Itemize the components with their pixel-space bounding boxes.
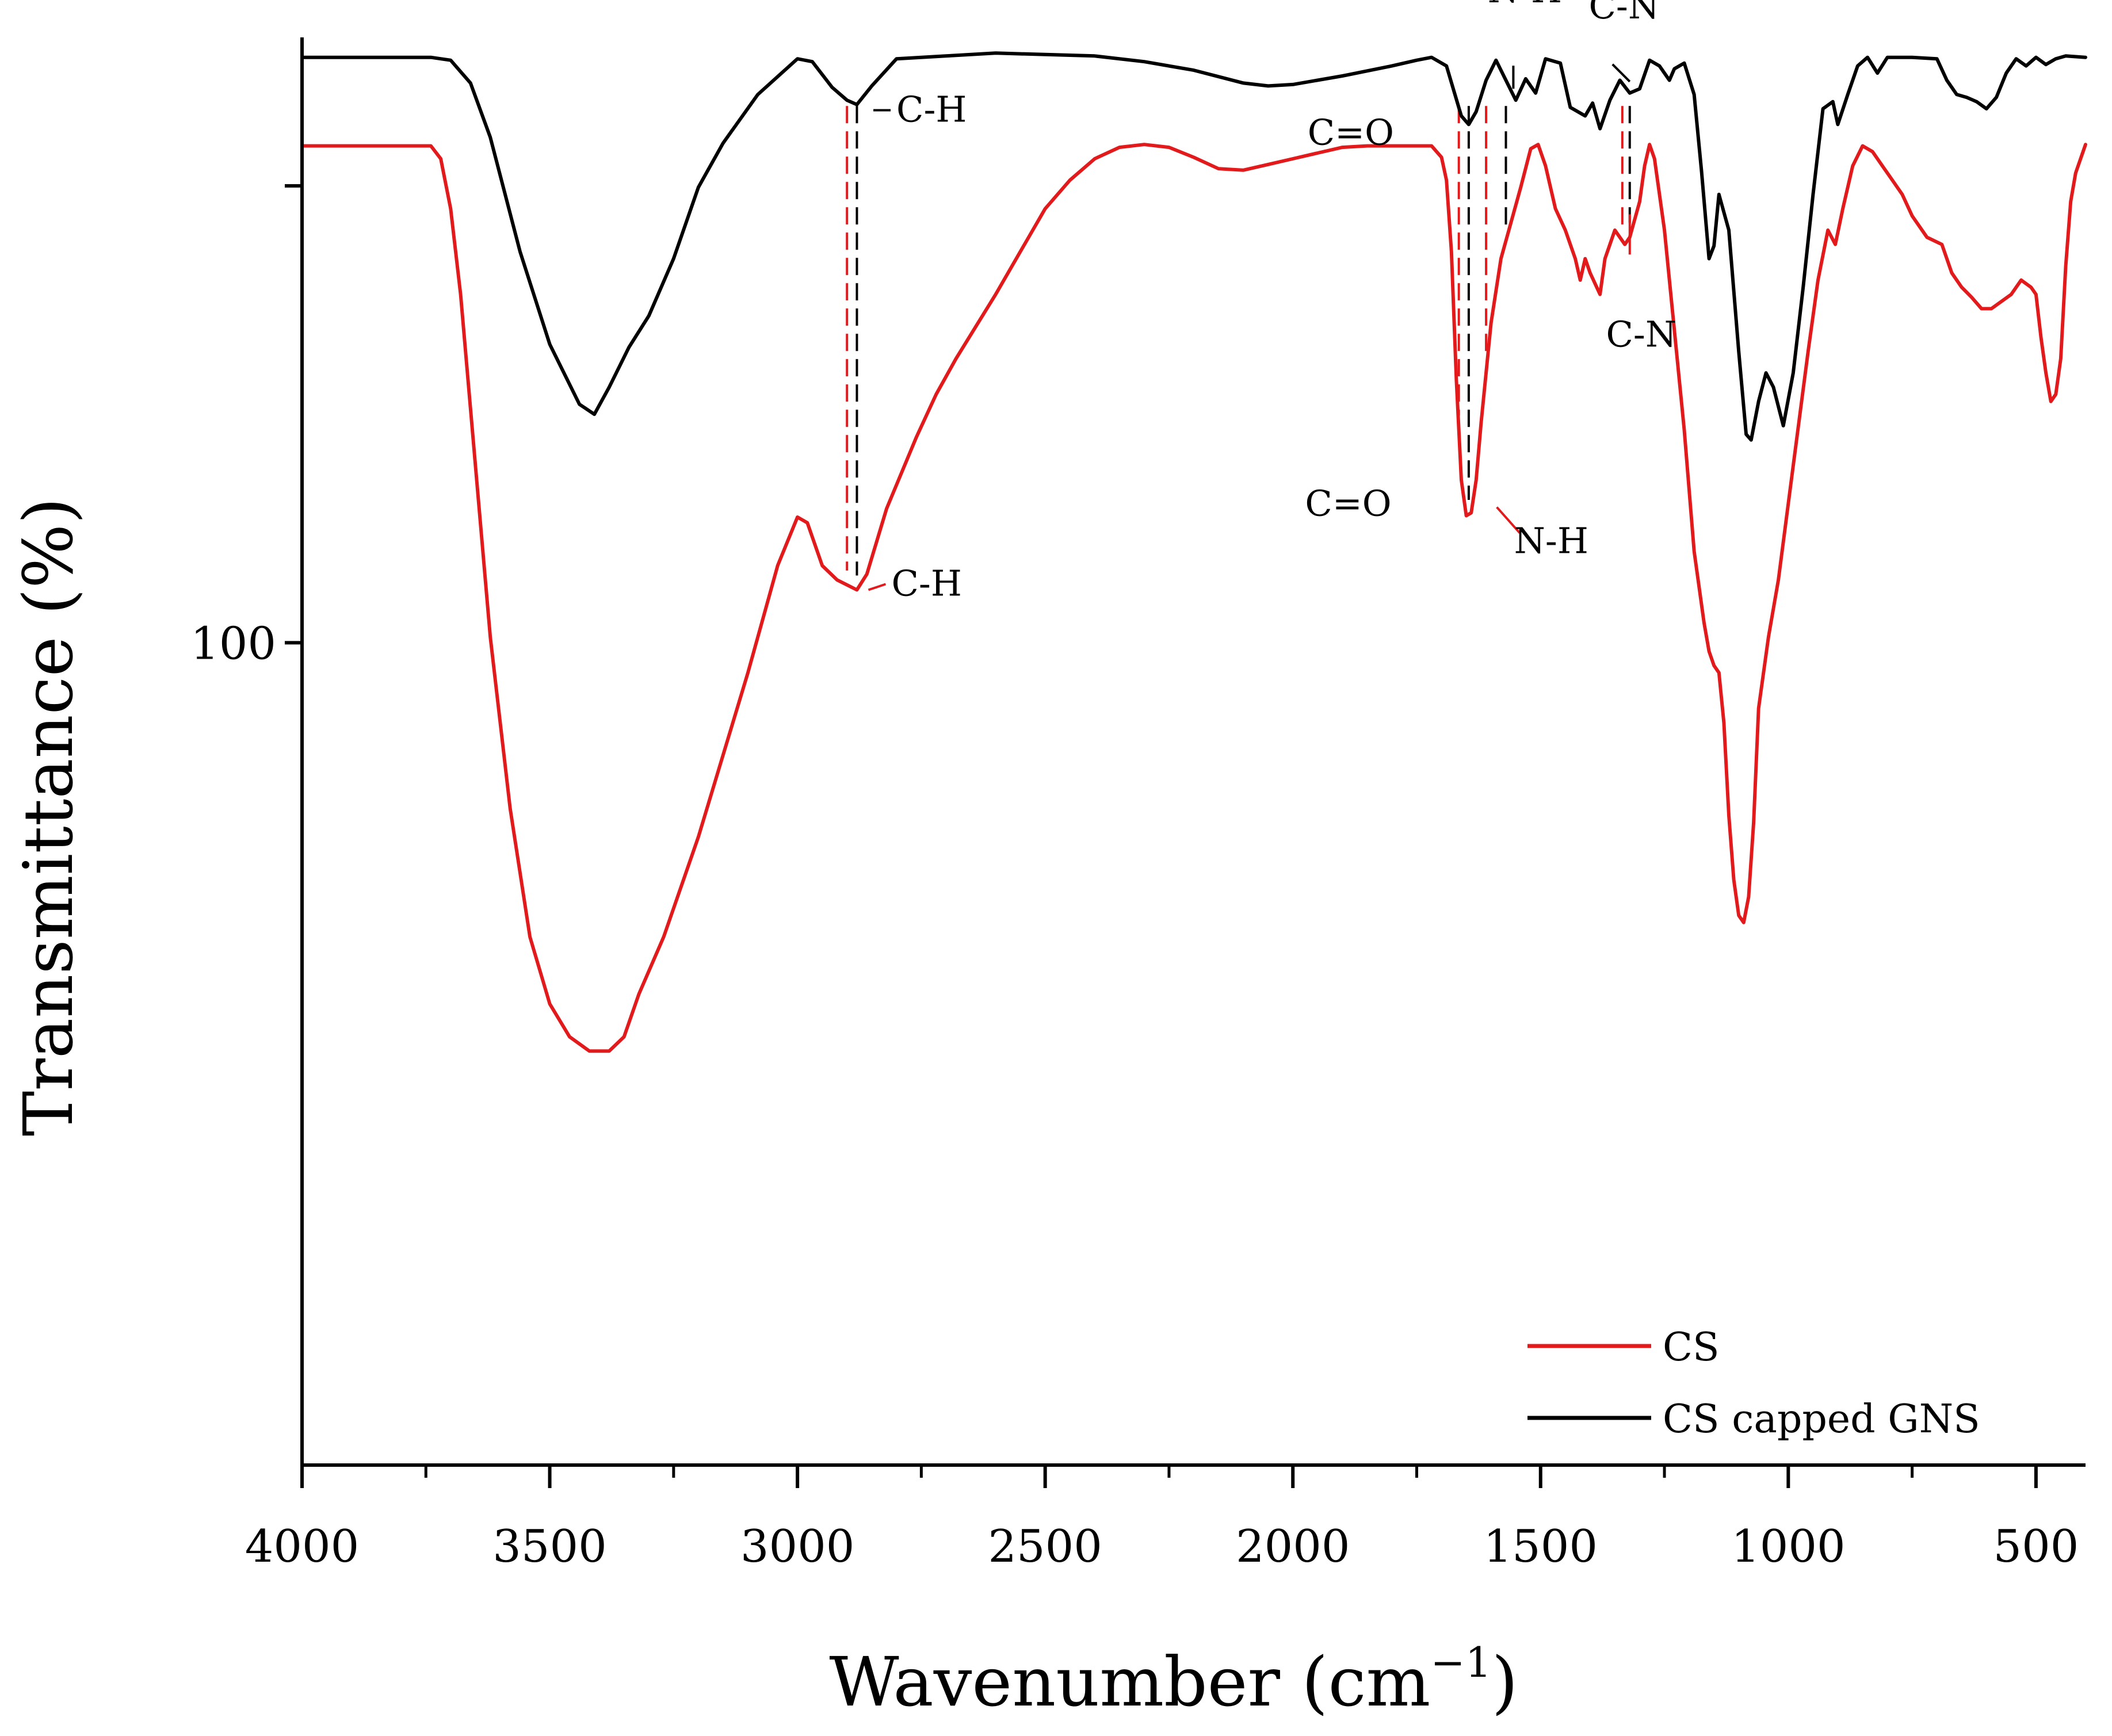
legend-label-cs: CS	[1663, 1325, 1720, 1370]
x-tick-label-500: 500	[1993, 1521, 2079, 1573]
annotation-label-c-n-cs: C-N	[1606, 313, 1676, 355]
x-tick-label-4000: 4000	[245, 1521, 360, 1573]
x-axis-title-main: Wavenumber (cm	[829, 1642, 1430, 1722]
annotation-leader-6	[1496, 506, 1521, 534]
x-tick-label-1500: 1500	[1484, 1521, 1598, 1573]
annotation-label-c-h-cs-capped-gns: C-H	[896, 89, 967, 131]
legend-label-cs-capped-gns: CS capped GNS	[1663, 1397, 1980, 1442]
y-tick-label-0: 100	[190, 618, 276, 670]
legend-entry-cs: CS	[1527, 1325, 1720, 1370]
x-tick-layer: 4000 3500 3000 2500 2000 1500 1000 500	[245, 1465, 2079, 1573]
annotation-leader-3	[1611, 63, 1631, 83]
series-line-cs-capped-gns	[300, 51, 2087, 442]
series-line-cs	[300, 143, 2087, 1053]
y-axis-title: Transmittance (%)	[9, 498, 88, 1136]
annotation-label-c-o-cs: C=O	[1305, 482, 1391, 524]
x-axis-title-close: )	[1492, 1642, 1518, 1722]
x-tick-label-3000: 3000	[740, 1521, 855, 1573]
legend: CS CS capped GNS	[1527, 1325, 1980, 1442]
x-axis-title: Wavenumber (cm−1)	[829, 1638, 1518, 1722]
x-tick-label-3500: 3500	[492, 1521, 607, 1573]
series-layer	[300, 51, 2087, 1053]
annotation-label-n-h-cs: N-H	[1514, 520, 1588, 562]
x-tick-label-1000: 1000	[1731, 1521, 1846, 1573]
dashed-marker-layer	[846, 106, 1631, 576]
y-tick-layer: 100	[190, 184, 302, 670]
annotation-label-c-o-cs-capped-gns: C=O	[1308, 111, 1394, 153]
x-tick-label-2500: 2500	[988, 1521, 1102, 1573]
annotation-leader-4	[868, 583, 887, 591]
annotation-label-n-h-cs-capped-gns: N-H	[1488, 0, 1562, 11]
x-tick-label-2000: 2000	[1236, 1521, 1350, 1573]
annotation-label-c-h-cs: C-H	[891, 563, 961, 605]
x-axis-title-sup: −1	[1430, 1638, 1491, 1687]
legend-entry-cs-capped-gns: CS capped GNS	[1527, 1397, 1980, 1442]
annotation-layer: C-H C=O N-H C-N C-H C=O N-H C-N	[868, 0, 1676, 605]
annotation-label-c-n-cs-capped-gns: C-N	[1588, 0, 1659, 27]
